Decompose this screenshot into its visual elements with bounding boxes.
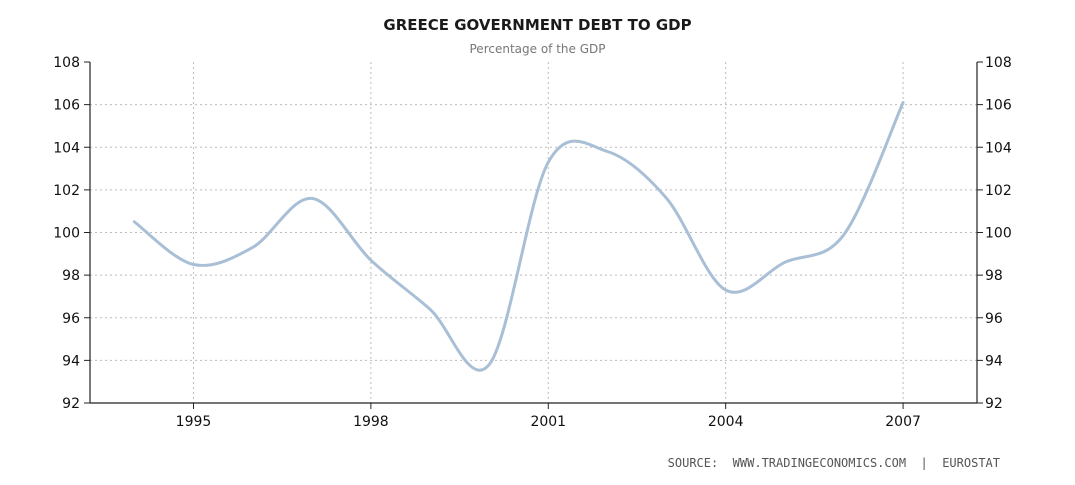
y-tick-label-left: 100 <box>53 226 80 242</box>
y-tick-label-left: 102 <box>53 183 80 199</box>
y-tick-label-right: 104 <box>985 140 1012 156</box>
y-tick-label-right: 94 <box>985 353 1003 369</box>
y-tick-label-right: 96 <box>985 311 1003 327</box>
y-tick-label-right: 102 <box>985 183 1012 199</box>
y-tick-label-left: 98 <box>62 268 80 284</box>
series-line <box>132 101 905 372</box>
axes: 92 92 94 94 96 96 98 98 100 100 102 102 104 104 106 106… <box>53 55 1012 430</box>
source-credit: SOURCE: WWW.TRADINGECONOMICS.COM | EUROS… <box>667 456 1000 470</box>
y-tick-label-left: 108 <box>53 55 80 71</box>
y-tick-label-left: 96 <box>62 311 80 327</box>
x-tick-label: 1998 <box>353 414 389 430</box>
y-tick-label-left: 104 <box>53 140 80 156</box>
y-tick-label-left: 106 <box>53 98 80 114</box>
chart-title: GREECE GOVERNMENT DEBT TO GDP <box>383 16 692 34</box>
x-tick-label: 2007 <box>885 414 921 430</box>
y-tick-label-right: 92 <box>985 396 1003 412</box>
x-tick-label: 1995 <box>176 414 212 430</box>
y-tick-label-left: 94 <box>62 353 80 369</box>
chart-subtitle: Percentage of the GDP <box>469 42 606 56</box>
y-tick-label-right: 108 <box>985 55 1012 71</box>
y-tick-label-left: 92 <box>62 396 80 412</box>
y-tick-label-right: 100 <box>985 226 1012 242</box>
x-tick-label: 2004 <box>708 414 744 430</box>
x-tick-label: 2001 <box>530 414 566 430</box>
y-tick-label-right: 106 <box>985 98 1012 114</box>
grid <box>90 62 977 403</box>
y-tick-label-right: 98 <box>985 268 1003 284</box>
series-layer <box>132 101 905 372</box>
